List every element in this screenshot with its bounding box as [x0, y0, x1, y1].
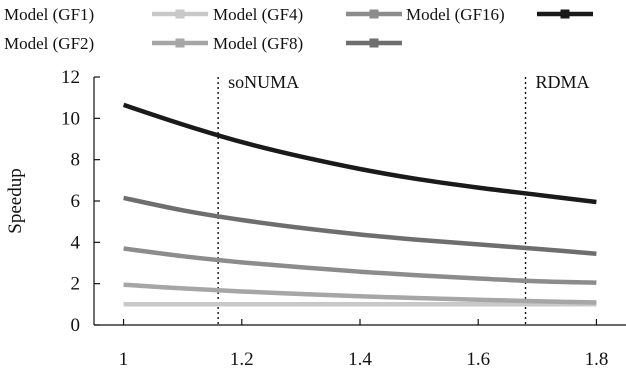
series-line: [123, 282, 597, 305]
legend-swatch-marker: [175, 38, 185, 48]
y-tick-label: 8: [71, 150, 81, 171]
annotation-label: RDMA: [536, 72, 590, 92]
series-line: [123, 246, 597, 285]
ticks: 0 2 4 6 8 10 12 1 1.2 1.4 1.6 1.8: [61, 67, 608, 370]
legend-swatch-marker: [175, 9, 185, 19]
series-lines: [122, 102, 597, 307]
legend-swatch-marker: [560, 9, 570, 19]
y-tick-label: 12: [61, 67, 80, 88]
annotations: soNUMA RDMA: [217, 72, 590, 325]
annotation-label: soNUMA: [228, 72, 299, 92]
y-tick-label: 0: [71, 315, 81, 336]
x-tick-label: 1.6: [466, 349, 490, 370]
series-line: [122, 102, 597, 205]
x-tick-label: 1.2: [230, 349, 254, 370]
y-tick-label: 6: [71, 191, 81, 212]
legend-swatch-marker: [369, 38, 379, 48]
legend-label: Model (GF2): [4, 34, 94, 53]
legend-label: Model (GF1): [4, 5, 94, 24]
legend-label: Model (GF16): [406, 5, 505, 24]
legend-label: Model (GF4): [213, 5, 303, 24]
series-line: [123, 195, 597, 256]
y-axis-title: Speedup: [5, 168, 26, 233]
y-tick-label: 2: [71, 274, 81, 295]
x-tick-label: 1.4: [348, 349, 372, 370]
legend-label: Model (GF8): [213, 34, 303, 53]
x-tick-label: 1.8: [585, 349, 609, 370]
y-tick-label: 10: [61, 108, 80, 129]
y-tick-label: 4: [71, 232, 81, 253]
legend-swatch-marker: [369, 9, 379, 19]
legend: Model (GF1) Model (GF2) Model (GF4) Model (…: [4, 5, 593, 53]
x-tick-label: 1: [119, 349, 129, 370]
